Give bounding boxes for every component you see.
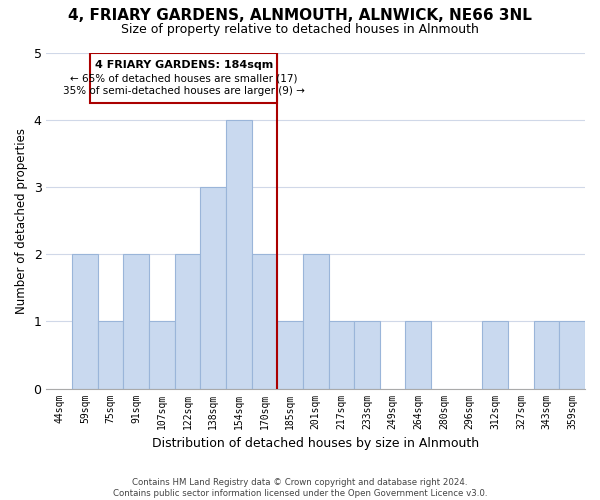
Bar (354, 322, 380, 388)
Text: 4, FRIARY GARDENS, ALNMOUTH, ALNWICK, NE66 3NL: 4, FRIARY GARDENS, ALNMOUTH, ALNWICK, NE… (68, 8, 532, 22)
Bar (303, 254, 329, 388)
Bar (200, 187, 226, 388)
Bar (175, 254, 200, 388)
Bar (98, 322, 124, 388)
Text: Size of property relative to detached houses in Alnmouth: Size of property relative to detached ho… (121, 22, 479, 36)
Bar (124, 254, 149, 388)
Bar (149, 322, 175, 388)
Bar (534, 322, 559, 388)
Bar (226, 120, 251, 388)
Bar (329, 322, 354, 388)
Bar (72, 254, 98, 388)
Bar (406, 322, 431, 388)
Text: 4 FRIARY GARDENS: 184sqm: 4 FRIARY GARDENS: 184sqm (95, 60, 273, 70)
Text: ← 65% of detached houses are smaller (17): ← 65% of detached houses are smaller (17… (70, 73, 298, 83)
Bar (482, 322, 508, 388)
Bar (559, 322, 585, 388)
Y-axis label: Number of detached properties: Number of detached properties (15, 128, 28, 314)
Bar (277, 322, 303, 388)
X-axis label: Distribution of detached houses by size in Alnmouth: Distribution of detached houses by size … (152, 437, 479, 450)
Bar (251, 254, 277, 388)
FancyBboxPatch shape (90, 52, 277, 103)
Text: 35% of semi-detached houses are larger (9) →: 35% of semi-detached houses are larger (… (62, 86, 305, 97)
Text: Contains HM Land Registry data © Crown copyright and database right 2024.
Contai: Contains HM Land Registry data © Crown c… (113, 478, 487, 498)
